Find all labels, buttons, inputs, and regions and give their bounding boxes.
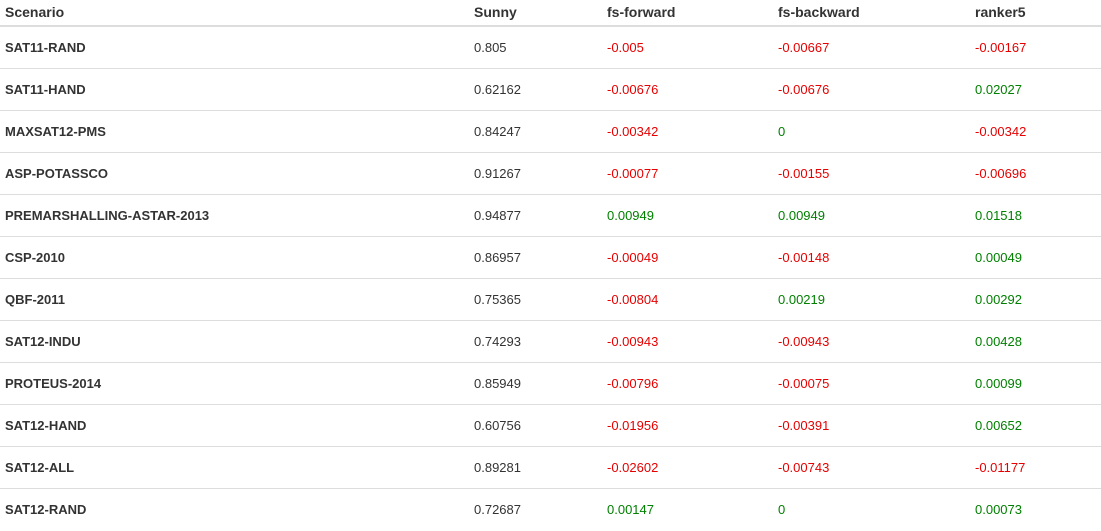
table-row: ASP-POTASSCO 0.91267 -0.00077 -0.00155 -0.00… — [0, 152, 1101, 195]
cell-ranker5: -0.00167 — [970, 26, 1101, 69]
cell-scenario: PROTEUS-2014 — [0, 362, 469, 405]
cell-fs-forward: -0.00796 — [602, 362, 773, 405]
cell-scenario: MAXSAT12-PMS — [0, 110, 469, 153]
header-scenario: Scenario — [0, 0, 469, 27]
table-row: QBF-2011 0.75365 -0.00804 0.00219 0.00292 — [0, 278, 1101, 321]
cell-scenario: SAT11-RAND — [0, 26, 469, 69]
cell-sunny: 0.75365 — [469, 278, 602, 321]
cell-fs-forward: -0.00049 — [602, 236, 773, 279]
cell-ranker5: 0.02027 — [970, 68, 1101, 111]
table-row: PROTEUS-2014 0.85949 -0.00796 -0.00075 0.000… — [0, 362, 1101, 405]
table-row: MAXSAT12-PMS 0.84247 -0.00342 0 -0.00342 — [0, 110, 1101, 153]
cell-fs-backward: -0.00148 — [773, 236, 970, 279]
cell-sunny: 0.74293 — [469, 320, 602, 363]
cell-ranker5: 0.00292 — [970, 278, 1101, 321]
cell-scenario: SAT12-RAND — [5, 502, 87, 517]
table-row: CSP-2010 0.86957 -0.00049 -0.00148 0.00049 — [0, 236, 1101, 279]
table-row: SAT12-HAND 0.60756 -0.01956 -0.00391 0.00652 — [0, 404, 1101, 447]
cell-scenario: SAT12-HAND — [0, 404, 469, 447]
cell-ranker5: -0.01177 — [970, 446, 1101, 489]
cell-sunny: 0.805 — [469, 26, 602, 69]
cell-fs-forward: -0.005 — [602, 26, 773, 69]
cell-sunny: 0.89281 — [469, 446, 602, 489]
cell-fs-backward: 0.00949 — [773, 194, 970, 237]
cell-sunny: 0.91267 — [469, 152, 602, 195]
cell-fs-backward: -0.00676 — [773, 68, 970, 111]
cell-ranker5: 0.00428 — [970, 320, 1101, 363]
cell-scenario: SAT11-HAND — [0, 68, 469, 111]
table-row: SAT11-HAND 0.62162 -0.00676 -0.00676 0.02027 — [0, 68, 1101, 111]
cell-sunny: 0.60756 — [469, 404, 602, 447]
cell-fs-backward: -0.00155 — [773, 152, 970, 195]
cell-fs-forward: -0.00676 — [602, 68, 773, 111]
cell-fs-backward: 0 — [773, 110, 970, 153]
cell-scenario: ASP-POTASSCO — [0, 152, 469, 195]
cell-ranker5: 0.01518 — [970, 194, 1101, 237]
cell-ranker5: 0.00099 — [970, 362, 1101, 405]
cell-fs-backward: -0.00943 — [773, 320, 970, 363]
cell-fs-backward: 0 — [778, 502, 786, 517]
header-fs-backward: fs-backward — [773, 0, 970, 27]
cell-ranker5: 0.00652 — [970, 404, 1101, 447]
header-ranker5: ranker5 — [970, 0, 1101, 27]
cell-fs-backward: -0.00667 — [773, 26, 970, 69]
cell-fs-backward: -0.00391 — [773, 404, 970, 447]
table-row: SAT12-RAND 0.72687 0.00147 0 0.00073 — [0, 489, 1101, 531]
cell-scenario: PREMARSHALLING-ASTAR-2013 — [0, 194, 469, 237]
table-row: SAT11-RAND 0.805 -0.005 -0.00667 -0.00167 — [0, 26, 1101, 69]
cell-fs-forward: -0.00077 — [602, 152, 773, 195]
cell-sunny: 0.84247 — [469, 110, 602, 153]
cell-fs-forward: -0.02602 — [602, 446, 773, 489]
header-fs-forward: fs-forward — [602, 0, 773, 27]
cell-sunny: 0.62162 — [469, 68, 602, 111]
cell-ranker5: -0.00696 — [970, 152, 1101, 195]
cell-ranker5: 0.00073 — [975, 502, 1022, 517]
cell-fs-backward: -0.00743 — [773, 446, 970, 489]
cell-ranker5: 0.00049 — [970, 236, 1101, 279]
cell-sunny: 0.85949 — [469, 362, 602, 405]
cell-fs-forward: -0.01956 — [602, 404, 773, 447]
cell-sunny: 0.94877 — [469, 194, 602, 237]
cell-fs-backward: 0.00219 — [773, 278, 970, 321]
table-row: PREMARSHALLING-ASTAR-2013 0.94877 0.00949 0… — [0, 194, 1101, 237]
cell-ranker5: -0.00342 — [970, 110, 1101, 153]
cell-fs-forward: -0.00342 — [602, 110, 773, 153]
cell-fs-forward: -0.00804 — [602, 278, 773, 321]
cell-fs-forward: 0.00949 — [602, 194, 773, 237]
cell-scenario: SAT12-INDU — [0, 320, 469, 363]
table-row: SAT12-INDU 0.74293 -0.00943 -0.00943 0.00428 — [0, 320, 1101, 363]
cell-sunny: 0.72687 — [474, 502, 521, 517]
header-sunny: Sunny — [469, 0, 602, 27]
cell-sunny: 0.86957 — [469, 236, 602, 279]
table-row: SAT12-ALL 0.89281 -0.02602 -0.00743 -0.01177 — [0, 446, 1101, 489]
cell-scenario: QBF-2011 — [0, 278, 469, 321]
table-body: SAT11-RAND 0.805 -0.005 -0.00667 -0.00167 SAT… — [0, 26, 1101, 530]
cell-fs-forward: 0.00147 — [607, 502, 654, 517]
cell-scenario: CSP-2010 — [0, 236, 469, 279]
header-row: Scenario Sunny fs-forward fs-backward ra… — [0, 0, 1101, 27]
cell-fs-forward: -0.00943 — [602, 320, 773, 363]
cell-fs-backward: -0.00075 — [773, 362, 970, 405]
cell-scenario: SAT12-ALL — [0, 446, 469, 489]
table-header: Scenario Sunny fs-forward fs-backward ra… — [0, 0, 1101, 27]
